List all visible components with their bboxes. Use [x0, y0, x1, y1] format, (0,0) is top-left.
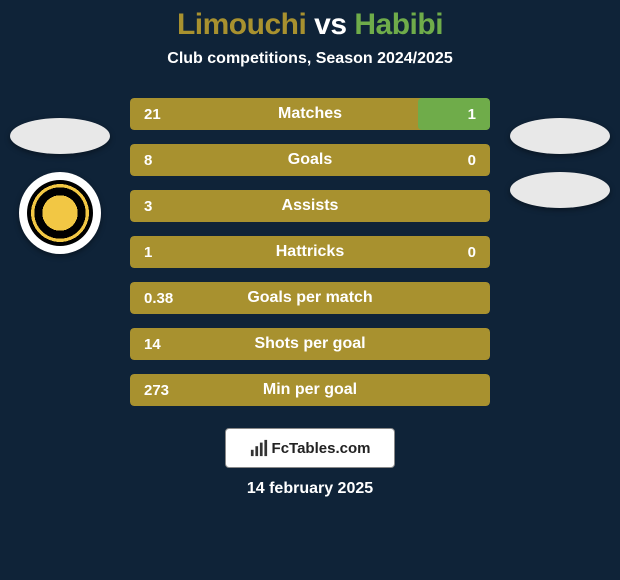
stat-label: Matches	[210, 105, 410, 123]
chart-icon	[250, 439, 268, 457]
right-logo-column	[510, 118, 610, 254]
stat-value-left: 1	[130, 244, 210, 261]
left-club-logo	[19, 172, 101, 254]
stat-label: Assists	[210, 197, 410, 215]
stat-label: Hattricks	[210, 243, 410, 261]
player-right-name: Habibi	[354, 8, 443, 41]
right-player-photo	[510, 118, 610, 154]
stat-value-left: 21	[130, 106, 210, 123]
player-left-name: Limouchi	[177, 8, 306, 41]
date-label: 14 february 2025	[0, 480, 620, 498]
stat-value-right: 1	[410, 106, 490, 123]
stat-row: 3Assists	[130, 190, 490, 222]
stat-label: Goals per match	[210, 289, 410, 307]
stats-list: 21Matches18Goals03Assists1Hattricks00.38…	[130, 98, 490, 406]
page-title: Limouchi vs Habibi	[0, 8, 620, 42]
stat-row: 8Goals0	[130, 144, 490, 176]
stat-row: 273Min per goal	[130, 374, 490, 406]
stat-value-left: 3	[130, 198, 210, 215]
stat-row: 0.38Goals per match	[130, 282, 490, 314]
stat-row: 21Matches1	[130, 98, 490, 130]
stat-value-left: 14	[130, 336, 210, 353]
stat-value-right: 0	[410, 244, 490, 261]
stat-label: Min per goal	[210, 381, 410, 399]
stat-label: Goals	[210, 151, 410, 169]
title-vs: vs	[314, 8, 346, 41]
left-logo-column	[10, 118, 110, 254]
stat-label: Shots per goal	[210, 335, 410, 353]
stat-row: 1Hattricks0	[130, 236, 490, 268]
stat-row: 14Shots per goal	[130, 328, 490, 360]
brand-text: FcTables.com	[272, 440, 371, 457]
sepahan-logo-icon	[27, 180, 93, 246]
subtitle: Club competitions, Season 2024/2025	[0, 50, 620, 68]
stat-value-left: 273	[130, 382, 210, 399]
right-club-logo	[510, 172, 610, 208]
stat-value-left: 0.38	[130, 290, 210, 307]
left-player-photo	[10, 118, 110, 154]
stat-value-right: 0	[410, 152, 490, 169]
brand-badge[interactable]: FcTables.com	[225, 428, 395, 468]
stat-value-left: 8	[130, 152, 210, 169]
comparison-card: Limouchi vs Habibi Club competitions, Se…	[0, 0, 620, 580]
